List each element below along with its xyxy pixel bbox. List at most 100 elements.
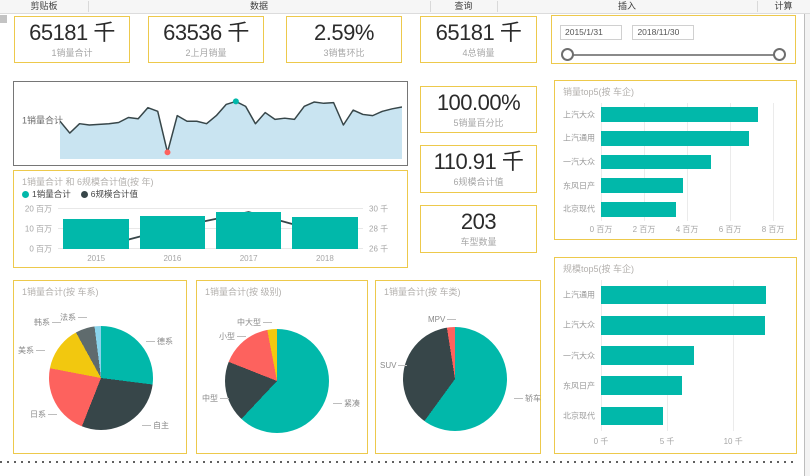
bar[interactable] [601,376,682,396]
x-axis-tick: 2016 [163,254,182,263]
combo-chart-card[interactable]: 1销量合计 和 6规模合计值(按 年) 1销量合计 6规模合计值 0 百万 10 … [13,170,408,268]
ribbon-group-data: 数据 [249,1,268,11]
pie-chart-series[interactable] [49,326,153,430]
x-axis-tick: 4 百万 [675,225,699,234]
legend-item-sales[interactable]: 1销量合计 [22,188,71,200]
label-connector [398,365,408,367]
bar[interactable] [601,154,711,170]
combo-plot [58,208,363,249]
bar[interactable] [601,406,664,426]
slider-handle-start[interactable] [561,48,574,61]
bar[interactable] [601,131,750,146]
ribbon: 剪贴板 数据 查询 插入 计算 [0,0,810,14]
kpi-card-sales-total[interactable]: 65181 千 1销量合计 [14,16,130,63]
bar-card-scale-top5[interactable]: 规模top5(按 车企) 上汽通用 上汽大众 一汽大众 东风日产 北京现代 0 千 5 千… [554,257,797,454]
legend-label: 6规模合计值 [90,189,138,199]
kpi-card-model-count[interactable]: 203 车型数量 [420,205,537,253]
legend-item-scale[interactable]: 6规模合计值 [80,188,138,200]
bar[interactable] [601,201,677,217]
kpi-label: 5销量百分比 [453,117,504,128]
combo-right-axis: 26 千 28 千 30 千 [365,205,405,254]
bar[interactable] [292,216,358,249]
x-axis-tick: 0 千 [593,437,609,446]
bar-category-label: 北京现代 [563,411,595,421]
kpi-card-last-month-sales[interactable]: 63536 千 2上月销量 [148,16,264,63]
x-axis-tick: 5 千 [659,437,675,446]
label-connector [220,398,229,400]
x-axis-tick: 2017 [239,254,258,263]
slicer-end-date-input[interactable]: 2018/11/30 [632,24,695,40]
pie-chart-title: 1销量合计(按 车类) [384,287,461,297]
label-connector [237,336,246,338]
label-connector [333,403,342,405]
kpi-card-total-sales[interactable]: 65181 千 4总销量 [420,16,537,63]
kpi-value: 100.00% [436,89,521,115]
pie-label-sedan: 轿车 [514,393,541,404]
window-right-gutter [805,14,810,476]
window-edge [804,14,805,476]
combo-x-axis: 2015 2016 2017 2018 [58,253,363,264]
kpi-card-sales-percent[interactable]: 100.00% 5销量百分比 [420,86,537,133]
left-axis-tick: 10 百万 [24,224,52,234]
bar[interactable] [139,215,206,249]
combo-left-axis: 0 百万 10 百万 20 百万 [16,205,56,254]
pie-label-compact: 紧凑 [333,398,360,409]
ribbon-separator [757,1,758,12]
pie-label-japan: 日系 [30,409,57,420]
pie-chart-title: 1销量合计(按 车系) [22,287,99,297]
x-axis-tick: 0 百万 [589,225,613,234]
right-axis-tick: 30 千 [369,204,389,214]
pie-chart-level[interactable] [225,329,329,433]
bar[interactable] [601,346,694,365]
bar[interactable] [601,107,759,123]
bar-plot [601,280,786,431]
pie-card-type[interactable]: 1销量合计(按 车类) MPV SUV 轿车 [375,280,541,454]
kpi-value: 65181 千 [29,19,115,45]
bar[interactable] [63,219,129,249]
left-axis-tick: 0 百万 [29,244,52,254]
date-range-slider [560,44,787,66]
bar-category-label: 上汽通用 [563,290,595,300]
gridline [773,103,775,221]
legend-dot-scale [80,190,88,198]
pie-card-series[interactable]: 1销量合计(按 车系) 法系 韩系 美系 日系 自主 德系 [13,280,187,454]
label-connector [263,322,272,324]
gridline [730,103,732,221]
gridline [58,248,363,249]
kpi-label: 4总销量 [462,47,495,58]
kpi-label: 1销量合计 [51,47,93,58]
sales-trend-chart[interactable] [60,89,402,159]
pie-label-germany: 德系 [146,336,173,347]
ribbon-group-insert: 插入 [617,1,636,11]
bar-card-sales-top5[interactable]: 销量top5(按 车企) 上汽大众 上汽通用 一汽大众 东风日产 北京现代 0 百万 2 … [554,80,797,240]
pane-handle[interactable] [0,15,7,23]
pie-chart-type[interactable] [403,327,507,431]
gridline [58,208,363,209]
label-connector [514,398,523,400]
slider-handle-end[interactable] [773,48,786,61]
bar[interactable] [215,212,282,249]
slicer-start-date-input[interactable]: 2015/1/31 [560,24,622,40]
ribbon-group-query: 查询 [454,1,473,11]
bar-category-label: 一汽大众 [563,157,595,167]
bar-plot [601,103,786,221]
legend-dot-sales [22,190,29,198]
sales-trend-svg [60,98,402,159]
kpi-label: 车型数量 [460,237,497,247]
page-boundary-dotted [0,461,795,463]
slider-track[interactable] [567,54,780,56]
pie-label-domestic: 自主 [142,420,169,431]
bar[interactable] [601,315,765,335]
bar-categories: 上汽大众 上汽通用 一汽大众 东风日产 北京现代 [557,103,599,221]
kpi-card-scale-total[interactable]: 110.91 千 6规模合计值 [420,145,537,193]
kpi-card-sales-mom[interactable]: 2.59% 3销售环比 [286,16,402,63]
pie-label-mpv: MPV [428,315,457,324]
legend-label: 1销量合计 [32,189,71,199]
bar[interactable] [601,178,683,193]
pie-card-level[interactable]: 1销量合计(按 级别) 中大型 小型 中型 紧凑 [196,280,368,454]
right-axis-tick: 28 千 [369,224,389,234]
sales-trend-card[interactable]: 1销量合计 [13,81,408,166]
sales-trend-axis-label: 1销量合计 [22,115,64,126]
bar[interactable] [601,285,767,305]
pie-label-suv: SUV [380,361,408,370]
